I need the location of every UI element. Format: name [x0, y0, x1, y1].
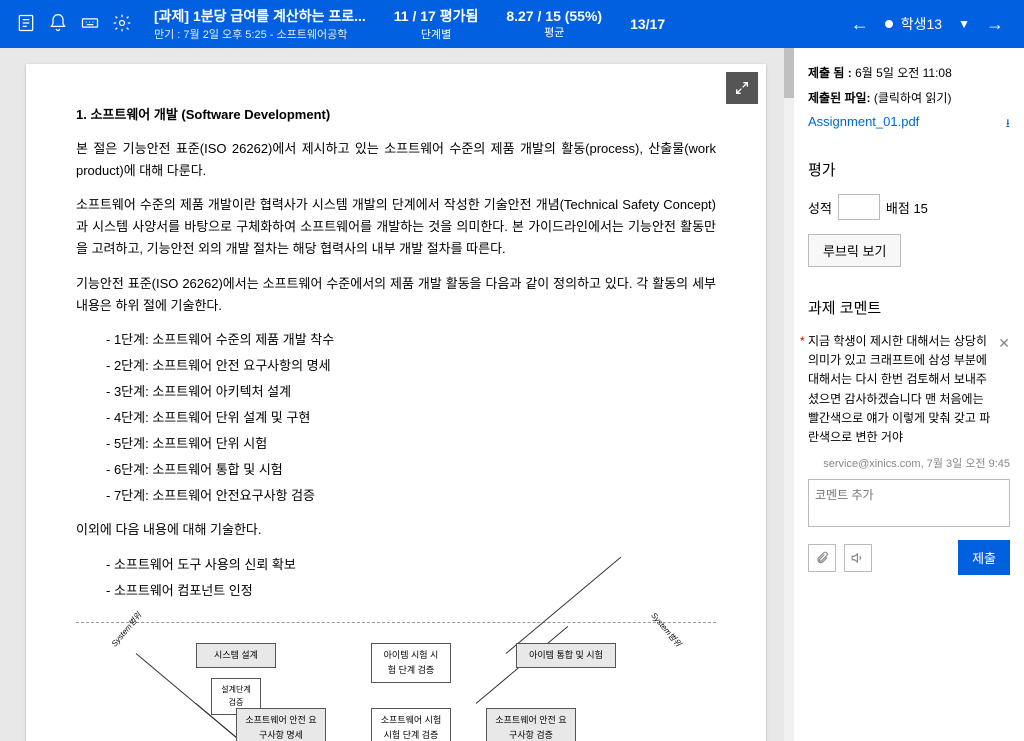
comment-text: 지금 학생이 제시한 대해서는 상당히 의미가 있고 크래프트에 삼성 부분에 …: [808, 334, 990, 444]
student-nav: ← 학생13 ▼ →: [851, 14, 1016, 35]
comment-item: ✕ 지금 학생이 제시한 대해서는 상당히 의미가 있고 크래프트에 삼성 부분…: [808, 332, 1010, 447]
assignment-due: 만기 : 7월 2일 오후 5:25 - 소프트웨어공학: [154, 26, 366, 42]
audio-button[interactable]: [844, 544, 872, 572]
submitted-row: 제출 됨 : 6월 5일 오전 11:08: [808, 64, 1010, 81]
dropdown-icon[interactable]: ▼: [958, 17, 970, 31]
doc-extra: - 소프트웨어 도구 사용의 신뢰 확보 - 소프트웨어 컴포넌트 인정: [106, 554, 716, 602]
comment-input[interactable]: [808, 479, 1010, 527]
v-diagram: System범위 System범위 시스템 설계 설계단계 검증 소프트웨어 안…: [76, 622, 716, 741]
assignment-title-section: [과제] 1분당 급여를 계산하는 프로... 만기 : 7월 2일 오후 5:…: [140, 6, 380, 42]
document-viewer: 1. 소프트웨어 개발 (Software Development) 본 절은 …: [0, 48, 784, 741]
graded-label: 단계별: [394, 26, 479, 42]
file-label: 제출된 파일:: [808, 91, 874, 105]
file-row: 제출된 파일: (클릭하여 읽기): [808, 89, 1010, 106]
doc-step: - 3단계: 소프트웨어 아키텍처 설계: [106, 381, 716, 403]
doc-heading: 1. 소프트웨어 개발 (Software Development): [76, 104, 716, 126]
comment-section-title: 과제 코멘트: [808, 297, 1010, 318]
comment-close-button[interactable]: ✕: [998, 332, 1010, 354]
grade-input[interactable]: [838, 194, 880, 220]
attach-button[interactable]: [808, 544, 836, 572]
grade-icon[interactable]: [16, 13, 36, 36]
app-header: [과제] 1분당 급여를 계산하는 프로... 만기 : 7월 2일 오후 5:…: [0, 0, 1024, 48]
next-student-button[interactable]: →: [986, 14, 1004, 35]
diagram-box: 시스템 설계: [196, 643, 276, 668]
avg-label: 평균: [506, 24, 602, 40]
keyboard-icon[interactable]: [80, 13, 100, 36]
graded-stat: 11 / 17 평가됨 단계별: [380, 6, 493, 42]
doc-p1: 본 절은 기능안전 표준(ISO 26262)에서 제시하고 있는 소프트웨어 …: [76, 138, 716, 182]
grading-sidebar: 제출 됨 : 6월 5일 오전 11:08 제출된 파일: (클릭하여 읽기) …: [794, 48, 1024, 741]
assignment-title: [과제] 1분당 급여를 계산하는 프로...: [154, 6, 366, 26]
status-dot: [885, 20, 893, 28]
file-hint: (클릭하여 읽기): [874, 91, 952, 105]
header-toolbar: [8, 13, 140, 36]
doc-step: - 6단계: 소프트웨어 통합 및 시험: [106, 459, 716, 481]
diagram-right-label: System범위: [647, 609, 684, 649]
doc-p2: 소프트웨어 수준의 제품 개발이란 협력사가 시스템 개발의 단계에서 작성한 …: [76, 194, 716, 260]
diagram-box: 소프트웨어 안전 요구사항 명세: [236, 708, 326, 741]
doc-step: - 5단계: 소프트웨어 단위 시험: [106, 433, 716, 455]
avg-stat: 8.27 / 15 (55%) 평균: [492, 8, 616, 40]
student-name: 학생13: [901, 14, 942, 34]
position: 13/17: [630, 16, 665, 32]
download-icon[interactable]: ⭳: [1006, 114, 1010, 135]
avg-score: 8.27 / 15 (55%): [506, 8, 602, 24]
submitted-label: 제출 됨 :: [808, 66, 855, 80]
document-page: 1. 소프트웨어 개발 (Software Development) 본 절은 …: [26, 64, 766, 741]
comment-actions: 제출: [808, 540, 1010, 575]
comment-meta: service@xinics.com, 7월 3일 오전 9:45: [808, 455, 1010, 471]
grade-input-row: 성적 배점 15: [808, 194, 1010, 220]
expand-button[interactable]: [726, 72, 758, 104]
rubric-button[interactable]: 루브릭 보기: [808, 234, 901, 267]
doc-step: - 1단계: 소프트웨어 수준의 제품 개발 착수: [106, 329, 716, 351]
main-area: 1. 소프트웨어 개발 (Software Development) 본 절은 …: [0, 48, 1024, 741]
grade-label: 성적: [808, 198, 832, 217]
submit-button[interactable]: 제출: [958, 540, 1010, 575]
diagram-box: 아이템 통합 및 시험: [516, 643, 616, 668]
prev-student-button[interactable]: ←: [851, 14, 869, 35]
doc-step: - 2단계: 소프트웨어 안전 요구사항의 명세: [106, 355, 716, 377]
position-stat: 13/17: [616, 16, 679, 32]
doc-scrollbar[interactable]: [784, 48, 794, 741]
grade-max: 배점 15: [886, 198, 928, 217]
student-selector[interactable]: 학생13: [885, 14, 942, 34]
graded-count: 11 / 17 평가됨: [394, 6, 479, 26]
gear-icon[interactable]: [112, 13, 132, 36]
bell-icon[interactable]: [48, 13, 68, 36]
doc-extra-item: - 소프트웨어 컴포넌트 인정: [106, 580, 716, 602]
doc-p4: 이외에 다음 내용에 대해 기술한다.: [76, 519, 716, 541]
diagram-left-label: System범위: [108, 609, 145, 649]
file-link-row: Assignment_01.pdf ⭳: [808, 114, 1010, 129]
submitted-time: 6월 5일 오전 11:08: [855, 66, 952, 80]
diagram-box: 아이템 시험 시험 단계 검증: [371, 643, 451, 684]
diagram-box: 소프트웨어 시험 시험 단계 검증: [371, 708, 451, 741]
doc-step: - 7단계: 소프트웨어 안전요구사항 검증: [106, 485, 716, 507]
file-link[interactable]: Assignment_01.pdf: [808, 114, 919, 129]
grade-section-title: 평가: [808, 159, 1010, 180]
doc-steps: - 1단계: 소프트웨어 수준의 제품 개발 착수 - 2단계: 소프트웨어 안…: [106, 329, 716, 508]
diagram-box: 소프트웨어 안전 요구사항 검증: [486, 708, 576, 741]
doc-extra-item: - 소프트웨어 도구 사용의 신뢰 확보: [106, 554, 716, 576]
doc-p3: 기능안전 표준(ISO 26262)에서는 소프트웨어 수준에서의 제품 개발 …: [76, 273, 716, 317]
doc-step: - 4단계: 소프트웨어 단위 설계 및 구현: [106, 407, 716, 429]
